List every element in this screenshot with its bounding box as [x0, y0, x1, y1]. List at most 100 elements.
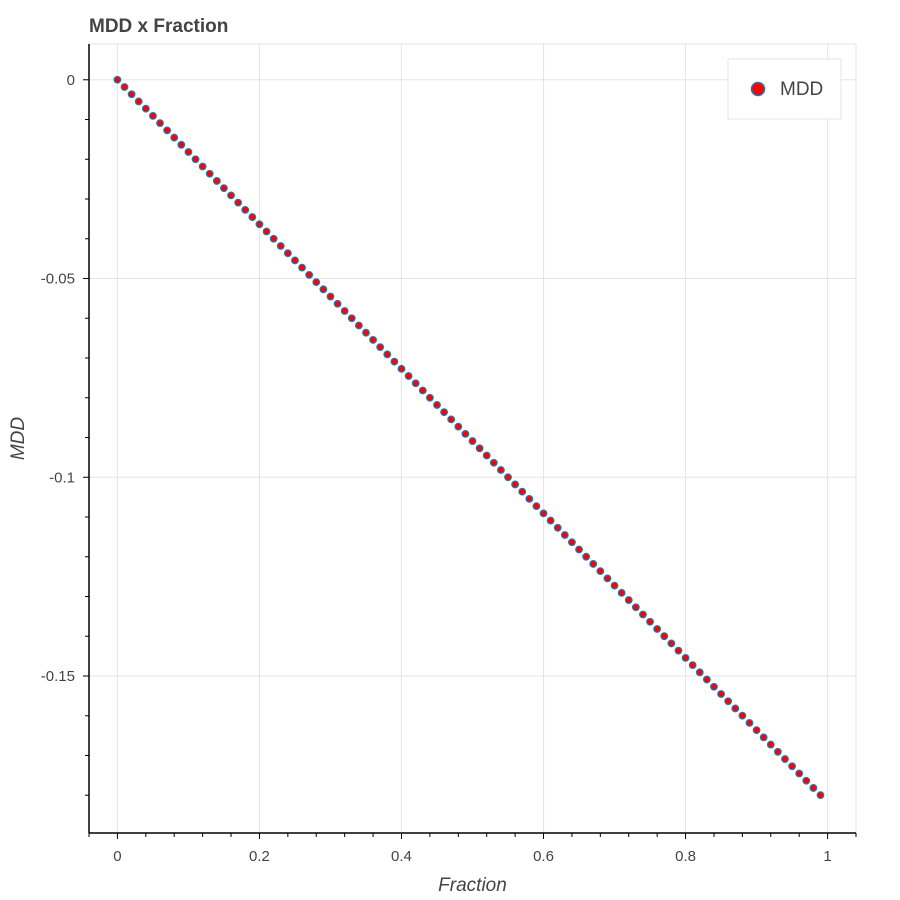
- data-point: [781, 755, 789, 763]
- data-point: [624, 596, 633, 604]
- data-point: [170, 133, 179, 142]
- data-point: [752, 726, 761, 735]
- data-point: [816, 791, 825, 800]
- data-point: [141, 104, 150, 113]
- data-point: [660, 632, 669, 641]
- data-point: [802, 776, 811, 785]
- data-point: [440, 408, 448, 417]
- data-point: [305, 270, 314, 279]
- data-point: [532, 502, 541, 511]
- data-point: [248, 213, 257, 221]
- data-points: [113, 75, 825, 800]
- legend-box: [727, 58, 842, 120]
- legend-entry-mdd: MDD: [780, 79, 823, 100]
- data-point: [376, 343, 385, 352]
- data-point: [717, 690, 725, 698]
- data-point: [766, 740, 775, 749]
- x-axis-label: Fraction: [438, 875, 507, 896]
- data-point: [298, 263, 306, 272]
- data-point: [397, 364, 406, 373]
- data-point: [589, 560, 598, 568]
- data-point: [688, 661, 697, 669]
- data-point: [482, 451, 491, 460]
- data-point: [333, 299, 342, 308]
- data-point: [809, 784, 818, 792]
- data-point: [433, 401, 441, 409]
- data-point: [568, 538, 576, 547]
- data-point: [163, 126, 172, 135]
- data-point: [461, 429, 470, 438]
- data-point: [191, 155, 200, 164]
- data-point: [539, 509, 548, 518]
- data-point: [149, 112, 157, 120]
- data-point: [127, 90, 136, 99]
- data-point: [504, 473, 512, 482]
- data-point: [667, 639, 676, 648]
- x-tick-label: 0.8: [675, 848, 696, 865]
- data-point: [653, 625, 662, 633]
- data-point: [411, 379, 420, 388]
- data-point: [546, 516, 555, 525]
- axes: 0 0.2 0.4 0.6 0.8 1 0 -0.05 -0.1 -0.15: [41, 44, 857, 865]
- data-point: [198, 162, 207, 171]
- data-point: [511, 480, 520, 489]
- data-point: [425, 393, 434, 402]
- data-point: [710, 682, 718, 691]
- data-point: [134, 97, 143, 106]
- x-tick-label: 0: [113, 848, 121, 865]
- data-point: [724, 697, 733, 706]
- data-point: [603, 574, 612, 583]
- data-point: [291, 256, 299, 265]
- data-point: [156, 119, 164, 128]
- x-tick-label: 0.6: [533, 848, 554, 865]
- data-point: [553, 523, 562, 532]
- data-point: [212, 177, 221, 185]
- data-point: [582, 552, 591, 561]
- data-point: [610, 581, 619, 590]
- y-tick-label: 0: [67, 72, 75, 89]
- data-point: [276, 242, 285, 250]
- data-point: [255, 220, 264, 229]
- data-point: [113, 75, 122, 84]
- data-point: [617, 588, 626, 597]
- data-point: [674, 646, 683, 655]
- data-point: [596, 567, 605, 576]
- data-point: [731, 704, 740, 713]
- data-point: [383, 350, 392, 359]
- legend-marker-icon: [750, 81, 766, 97]
- data-point: [362, 328, 370, 337]
- y-tick-label: -0.15: [41, 668, 75, 685]
- data-point: [319, 285, 328, 294]
- data-point: [702, 675, 711, 684]
- data-point: [227, 191, 235, 200]
- data-point: [560, 531, 569, 539]
- y-tick-label: -0.05: [41, 271, 75, 288]
- data-point: [795, 769, 804, 778]
- data-point: [447, 415, 456, 424]
- data-point: [283, 249, 292, 258]
- x-tick-label: 1: [823, 848, 831, 865]
- data-point: [354, 321, 363, 330]
- data-point: [695, 668, 704, 677]
- data-point: [312, 278, 321, 287]
- data-point: [369, 336, 377, 344]
- data-point: [681, 653, 690, 662]
- data-point: [575, 545, 583, 554]
- data-point: [631, 603, 640, 612]
- data-point: [646, 617, 654, 626]
- data-point: [759, 733, 768, 742]
- data-point: [390, 357, 399, 366]
- data-point: [738, 711, 747, 720]
- x-tick-label: 0.4: [391, 848, 412, 865]
- data-point: [177, 140, 186, 149]
- data-point: [788, 762, 796, 771]
- data-point: [262, 227, 271, 236]
- data-point: [489, 458, 498, 467]
- data-point: [404, 372, 413, 380]
- data-point: [639, 610, 647, 619]
- data-point: [518, 487, 527, 496]
- data-point: [340, 307, 349, 315]
- data-point: [418, 386, 427, 395]
- data-point: [326, 292, 335, 301]
